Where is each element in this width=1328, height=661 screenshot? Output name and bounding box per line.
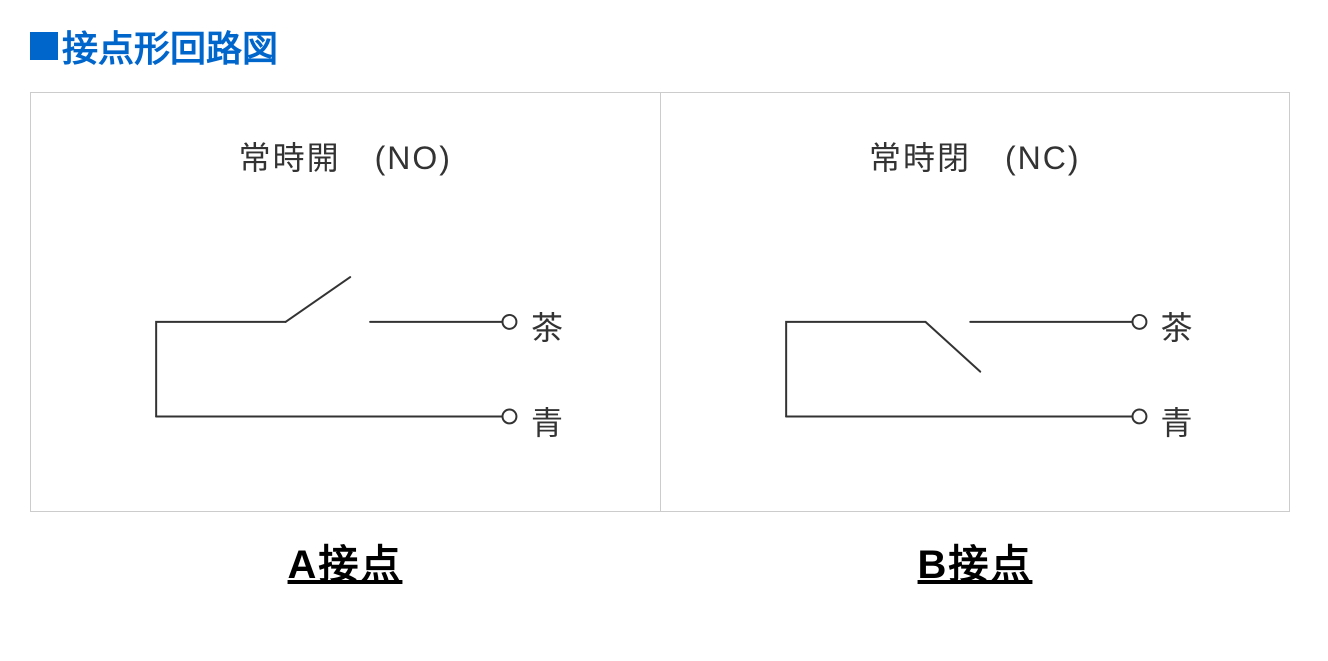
caption-a: A接点: [30, 532, 660, 590]
circuit-no-circles: [502, 315, 516, 423]
terminal-label-brown-b: 茶: [1161, 303, 1193, 349]
circuit-nc-paths: [786, 322, 1132, 417]
title-text: 接点形回路図: [62, 20, 278, 72]
circuit-nc-svg: [661, 93, 1290, 511]
panel-a-contact: 常時開 (NO) 茶 青: [31, 93, 661, 511]
circuit-no-svg: [31, 93, 660, 511]
captions-row: A接点 B接点: [30, 532, 1290, 590]
diagram-container: 常時開 (NO) 茶 青 常時閉 (NC) 茶 青: [30, 92, 1290, 512]
terminal-label-brown-a: 茶: [531, 303, 563, 349]
terminal-label-blue-a: 青: [531, 398, 563, 444]
panel-b-contact: 常時閉 (NC) 茶 青: [661, 93, 1290, 511]
terminal-label-blue-b: 青: [1161, 398, 1193, 444]
circuit-no-paths: [156, 277, 502, 416]
circuit-nc-circles: [1132, 315, 1146, 423]
page-title: 接点形回路図: [30, 20, 1298, 72]
caption-b: B接点: [660, 532, 1290, 590]
title-marker-icon: [30, 32, 58, 60]
